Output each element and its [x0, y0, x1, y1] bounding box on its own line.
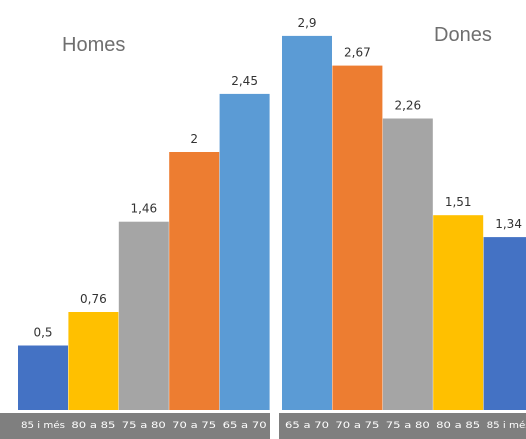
tick-label-homes-0: 85 i més: [21, 420, 65, 431]
tick-label-homes-1: 80 a 85: [71, 421, 115, 431]
bar-dones-3: [433, 215, 484, 410]
bar-homes-0: [18, 345, 68, 410]
value-label-homes-3: 2: [190, 132, 198, 146]
tick-label-dones-2: 75 a 80: [386, 421, 430, 431]
value-label-homes-2: 1,46: [130, 202, 157, 216]
tick-label-dones-0: 65 a 70: [285, 421, 329, 431]
bar-homes-1: [68, 312, 119, 410]
bar-dones-1: [332, 65, 383, 410]
tick-label-dones-1: 70 a 75: [335, 421, 379, 431]
tick-label-homes-3: 70 a 75: [172, 421, 216, 431]
value-label-homes-4: 2,45: [231, 74, 258, 88]
panel-separator: [270, 0, 279, 439]
value-label-dones-3: 1,51: [445, 195, 472, 209]
bar-homes-4: [219, 93, 270, 411]
panel-title-right: Dones: [434, 24, 492, 46]
category-axis-strip: [0, 413, 526, 439]
bar-dones-0: [282, 35, 332, 411]
labels-layer: 0,5 0,76 1,46 2 2,45 2,9 2,67 2,26 1,51 1,34: [33, 16, 522, 340]
value-label-dones-4: 1,34: [495, 217, 522, 231]
tick-label-dones-3: 80 a 85: [436, 421, 480, 431]
tick-label-dones-4: 85 i més: [487, 420, 526, 431]
ticks-layer: 85 i més 80 a 85 75 a 80 70 a 75 65 a 70 65 a…: [21, 420, 526, 431]
value-label-homes-0: 0,5: [33, 326, 52, 340]
tick-label-homes-2: 75 a 80: [122, 421, 166, 431]
value-label-homes-1: 0,76: [80, 292, 107, 306]
value-label-dones-1: 2,67: [344, 46, 371, 60]
tick-label-homes-4: 65 a 70: [223, 421, 267, 431]
bar-dones-4: [483, 237, 526, 410]
bar-homes-2: [118, 221, 169, 410]
bar-homes-3: [169, 152, 220, 410]
bar-dones-2: [382, 118, 433, 410]
panel-title-left: Homes: [62, 34, 125, 56]
value-label-dones-0: 2,9: [297, 16, 316, 30]
value-label-dones-2: 2,26: [394, 99, 421, 113]
bars-layer: [18, 35, 526, 411]
